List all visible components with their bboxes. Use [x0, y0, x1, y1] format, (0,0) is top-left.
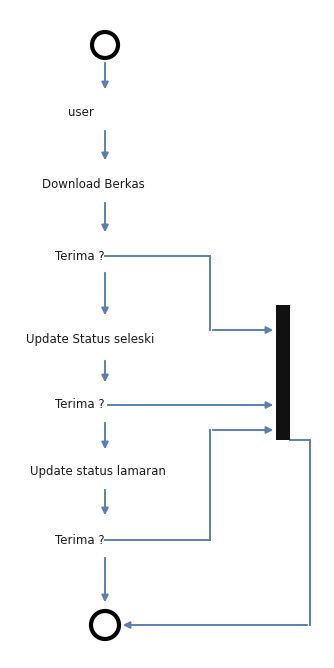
- Text: Download Berkas: Download Berkas: [42, 178, 145, 192]
- Text: Terima ?: Terima ?: [55, 250, 105, 263]
- Circle shape: [91, 611, 119, 639]
- Text: Update status lamaran: Update status lamaran: [30, 466, 166, 478]
- Text: Terima ?: Terima ?: [55, 534, 105, 546]
- Text: Update Status seleski: Update Status seleski: [26, 333, 154, 347]
- Bar: [276, 305, 290, 440]
- Text: user: user: [68, 106, 94, 118]
- Text: Terima ?: Terima ?: [55, 399, 105, 411]
- Circle shape: [92, 32, 118, 58]
